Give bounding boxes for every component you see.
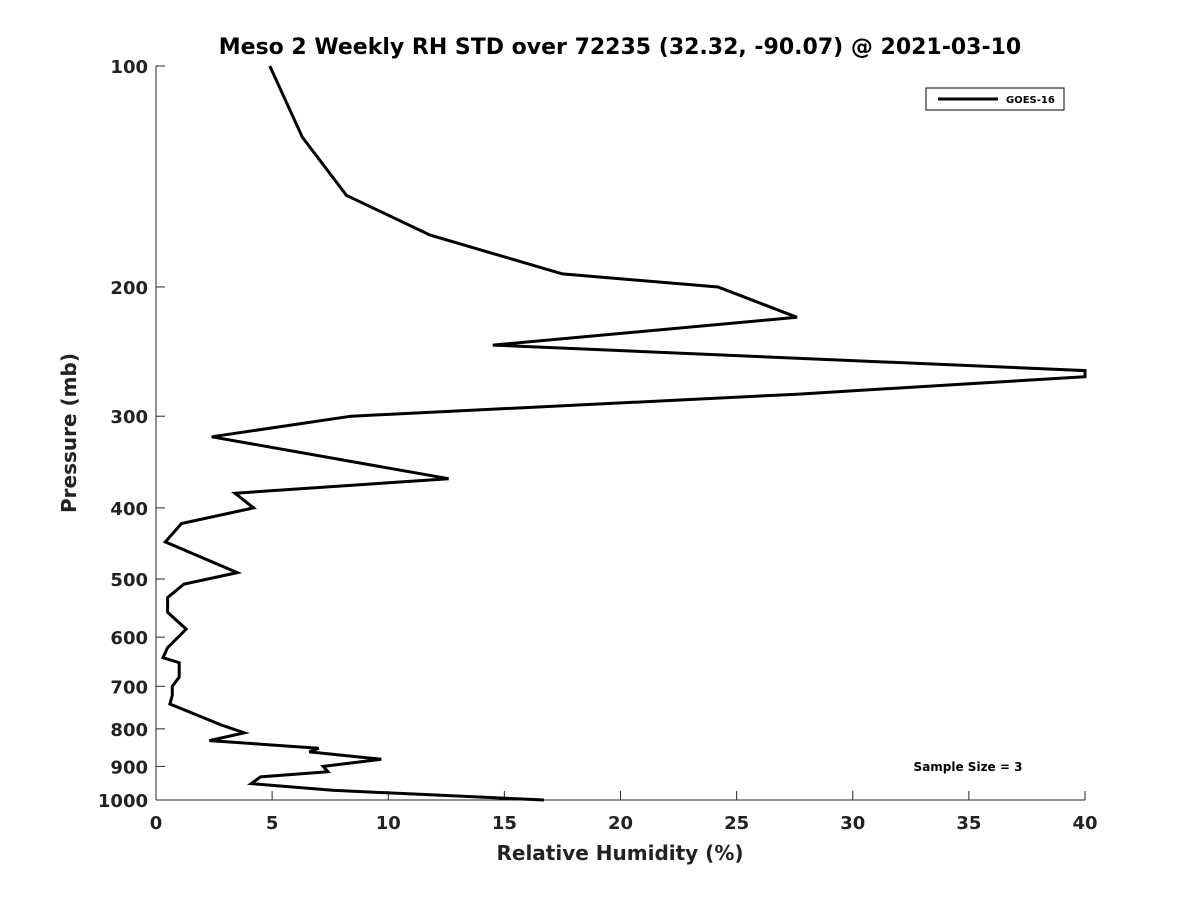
x-ticks: 0 5 10 15 20 25 30 35 40: [150, 791, 1098, 834]
x-tick-label: 25: [724, 813, 749, 834]
x-tick-label: 40: [1072, 813, 1097, 834]
sample-size-annotation: Sample Size = 3: [914, 760, 1023, 774]
y-tick-label: 400: [110, 499, 148, 520]
y-tick-label: 1000: [98, 791, 148, 812]
series-line-goes-16: [160, 65, 1087, 802]
y-ticks: 100 200 300 400 500 600 700 800 900 1000: [98, 57, 165, 812]
x-tick-label: 10: [376, 813, 401, 834]
y-tick-label: 300: [110, 407, 148, 428]
y-tick-label: 800: [110, 720, 148, 741]
x-tick-label: 30: [840, 813, 865, 834]
legend: GOES-16: [925, 87, 1065, 111]
y-axis-label: Pressure (mb): [57, 353, 81, 513]
y-tick-label: 500: [110, 570, 148, 591]
x-axis-label: Relative Humidity (%): [496, 841, 743, 865]
x-tick-label: 20: [608, 813, 633, 834]
legend-label: GOES-16: [1006, 95, 1055, 106]
x-tick-label: 35: [956, 813, 981, 834]
chart-title: Meso 2 Weekly RH STD over 72235 (32.32, …: [219, 35, 1021, 60]
y-tick-label: 700: [110, 677, 148, 698]
x-tick-label: 15: [492, 813, 517, 834]
x-tick-label: 5: [266, 813, 279, 834]
y-tick-label: 600: [110, 628, 148, 649]
y-tick-label: 100: [110, 57, 148, 78]
y-tick-label: 200: [110, 278, 148, 299]
y-tick-label: 900: [110, 757, 148, 778]
x-tick-label: 0: [150, 813, 163, 834]
